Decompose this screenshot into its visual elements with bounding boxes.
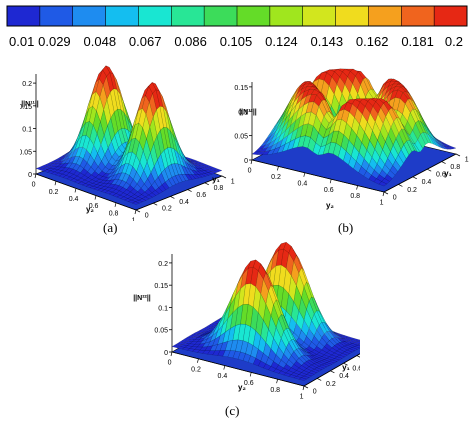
surface-mesh	[251, 68, 457, 187]
colorbar-swatch	[72, 6, 107, 26]
colorbar-tick-label: 0.067	[129, 34, 162, 49]
colorbar-tick-label: 0.048	[84, 34, 117, 49]
y1-tick-label: 0.2	[162, 206, 172, 213]
colorbar-swatch	[138, 6, 172, 26]
y1-tick-label: 0.4	[179, 199, 189, 206]
panel-label-c: (c)	[225, 403, 240, 418]
colorbar-swatch	[335, 6, 369, 26]
y1-tick-label: 0.4	[422, 179, 432, 186]
y2-tick-label: 0	[248, 168, 252, 175]
y1-axis-label: y₁	[342, 363, 350, 372]
panel-label-a: (a)	[103, 220, 118, 235]
z-tick-label: 0.2	[22, 81, 32, 88]
y1-tick-label: 0.6	[436, 172, 446, 179]
z-tick-label: 0.15	[154, 283, 168, 290]
colorbar-swatch	[368, 6, 402, 26]
y1-tick-label: 0.6	[196, 192, 206, 199]
z-tick-label: 0.15	[20, 104, 32, 111]
y2-tick-label: 0	[168, 360, 172, 367]
colorbar-tick-label: 0.086	[174, 34, 207, 49]
surface-plot-n11: 0 0.05 0.1 0.15 0.2 ||N¹¹|| 0 0.2 0.4 0.6 0.8 1 0 0.2…	[20, 65, 235, 221]
y2-tick-label: 1	[132, 218, 136, 221]
z-tick-label: 0	[244, 158, 248, 165]
z-axis-label: ||N²²||	[133, 295, 151, 302]
surface-mesh	[171, 242, 360, 381]
z-tick-label: 0	[28, 172, 32, 179]
colorbar-tick-label: 0.181	[401, 34, 434, 49]
y1-tick-label: 0	[145, 212, 149, 219]
y2-tick-label: 0.2	[49, 189, 59, 196]
colorbar-tick-label: 0.162	[356, 34, 389, 49]
z-tick-label: 0.05	[20, 149, 32, 156]
colorbar-tick-label: 0.143	[311, 34, 344, 49]
y1-tick-label: 1	[465, 156, 469, 163]
y1-tick-label: 0.8	[214, 185, 224, 192]
y2-tick-label: 0.8	[270, 387, 280, 394]
y2-tick-label: 0.6	[244, 380, 254, 387]
z-tick-label: 0.1	[158, 305, 168, 312]
colorbar-tick-label: 0.2	[445, 34, 463, 49]
colorbar-swatch	[204, 6, 238, 26]
colorbar-swatch	[434, 6, 468, 26]
colorbar-tick-label: 0.105	[220, 34, 253, 49]
y2-tick-label: 0.6	[89, 203, 99, 210]
colorbar-swatch	[105, 6, 139, 26]
y2-axis-label: y₂	[326, 201, 334, 210]
z-tick-label: 0.1	[238, 109, 248, 116]
colorbar-swatch	[401, 6, 435, 26]
surface-plot-n12: 0 0.05 0.1 0.15 ||N¹²|| 0 0.2 0.4 0.6 0.8 1 0 0.2 0.4…	[234, 68, 469, 210]
y1-axis-label: y₁	[212, 175, 220, 184]
colorbar-swatch	[7, 6, 41, 26]
y1-tick-label: 0.2	[407, 187, 417, 194]
y1-tick-label: 1	[231, 178, 235, 185]
y2-tick-label: 1	[300, 394, 304, 400]
z-tick-label: 0.2	[158, 261, 168, 268]
y2-tick-label: 1	[380, 200, 384, 207]
colorbar-swatch	[39, 6, 74, 26]
y2-tick-label: 0.4	[218, 373, 228, 380]
y2-tick-label: 0.6	[324, 187, 334, 194]
y2-tick-label: 0	[32, 182, 36, 189]
y1-tick-label: 0.8	[450, 164, 460, 171]
colorbar-swatch	[237, 6, 271, 26]
colorbar: 0.01 0.029 0.048 0.067 0.086 0.105 0.124 0.143 0…	[6, 5, 468, 49]
surface-mesh	[35, 65, 223, 205]
colorbar-swatch	[171, 6, 205, 26]
y2-axis-label: y₂	[86, 205, 94, 214]
y2-tick-label: 0.8	[350, 193, 360, 200]
z-tick-label: 0.05	[234, 134, 248, 141]
panel-label-b: (b)	[338, 220, 354, 235]
y1-tick-label: 0.4	[339, 373, 349, 380]
z-tick-label: 0.1	[22, 127, 32, 134]
z-tick-label: 0	[164, 350, 168, 357]
surface-plot-n22: 00.050.10.150.2||N²²||00.20.40.60.8100.2…	[133, 242, 360, 400]
colorbar-swatch	[269, 6, 304, 26]
colorbar-tick-label: 0.01	[9, 34, 34, 49]
z-axis-label: ||N¹²||	[239, 109, 257, 116]
y1-tick-label: 0.2	[326, 381, 336, 388]
y2-tick-label: 0.2	[271, 174, 281, 181]
z-tick-label: 0.15	[234, 85, 248, 92]
y1-tick-label: 0	[313, 388, 317, 395]
z-tick-label: 0.05	[154, 328, 168, 335]
colorbar-tick-label: 0.029	[38, 34, 71, 49]
y2-axis-label: y₂	[238, 383, 246, 392]
y2-tick-label: 0.4	[69, 196, 79, 203]
y1-tick-label: 0.6	[352, 366, 360, 373]
y2-tick-label: 0.2	[191, 366, 201, 373]
y1-axis-label: y₁	[444, 169, 452, 178]
z-axis-label: ||N¹¹||	[21, 101, 39, 108]
colorbar-swatch	[302, 6, 337, 26]
colorbar-tick-label: 0.124	[265, 34, 298, 49]
y2-tick-label: 0.4	[298, 180, 308, 187]
y1-tick-label: 0	[393, 194, 397, 201]
y2-tick-label: 0.8	[109, 210, 119, 217]
